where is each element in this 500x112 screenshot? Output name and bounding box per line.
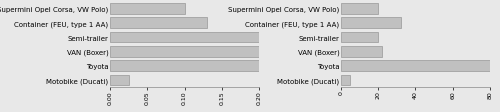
Bar bbox=[110, 32, 259, 43]
Bar bbox=[110, 4, 184, 15]
Bar bbox=[341, 61, 490, 71]
Bar bbox=[341, 4, 378, 15]
Bar bbox=[110, 61, 259, 71]
Bar bbox=[341, 75, 350, 86]
Bar bbox=[341, 18, 400, 29]
Bar bbox=[341, 32, 378, 43]
Bar bbox=[110, 18, 207, 29]
Bar bbox=[110, 75, 128, 86]
Bar bbox=[110, 47, 259, 57]
Bar bbox=[341, 47, 382, 57]
